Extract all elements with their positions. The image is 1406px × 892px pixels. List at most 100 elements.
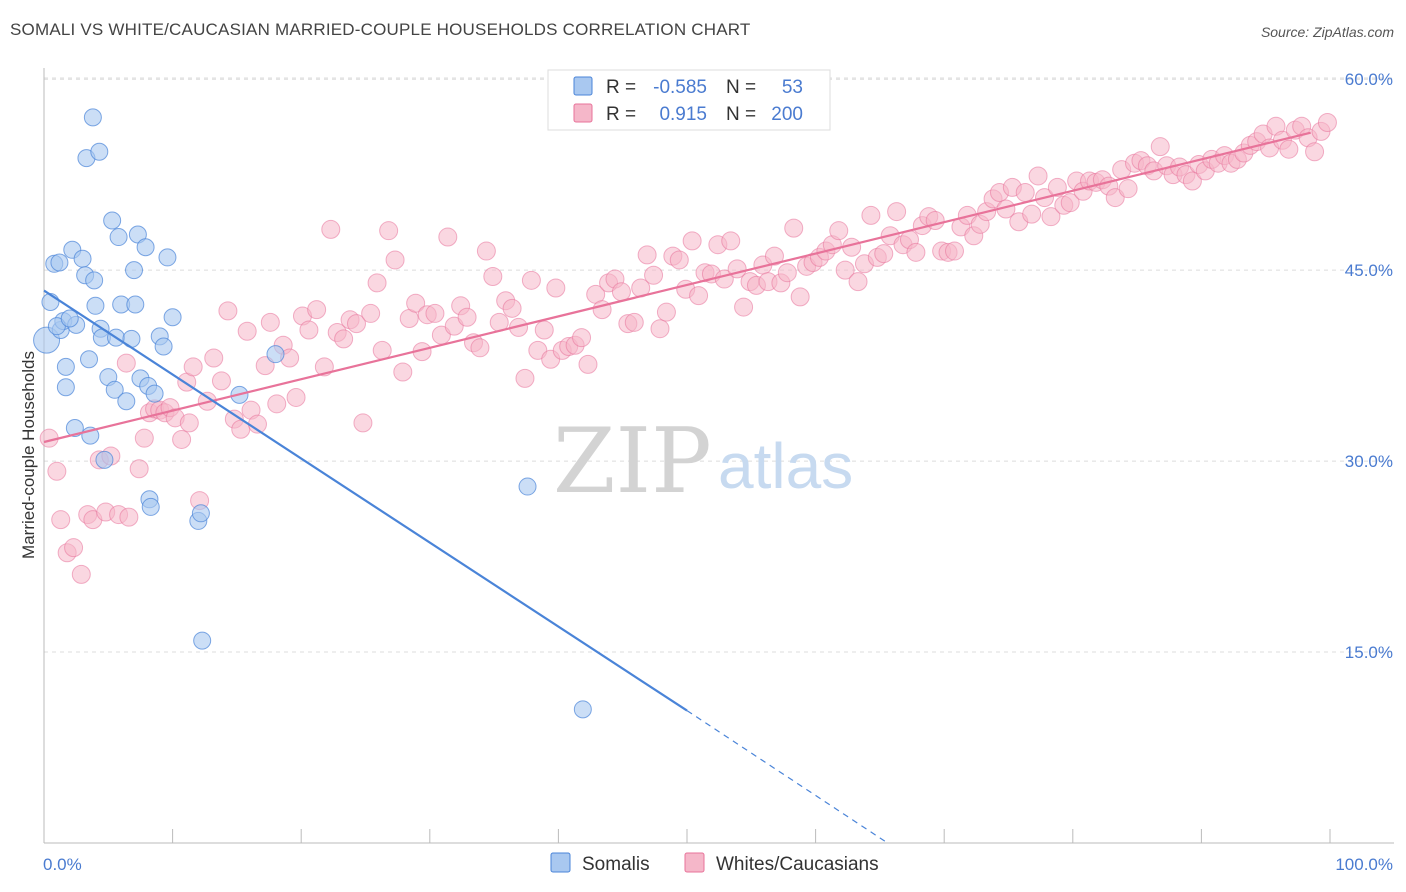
legend-r-value-whites: 0.915 [659,104,707,125]
whites-point [346,314,366,334]
whites-point [835,260,855,280]
somalis-point [65,419,84,438]
whites-point [1060,193,1080,213]
whites-point [267,394,287,414]
somalis-point [117,392,136,411]
somalis-point [60,309,79,328]
bottom-legend-label-somalis: Somalis [582,854,650,875]
whites-point [361,303,381,323]
legend-r-label-whites: R = [606,104,636,125]
whites-point [119,507,139,527]
legend-r-label-somalis: R = [606,77,636,98]
somalis-point [73,249,92,268]
whites-point [438,227,458,247]
whites-point [650,319,670,339]
whites-point [887,202,907,222]
whites-trend-line [43,131,1311,444]
whites-point [611,282,631,302]
somalis-point [80,350,99,369]
whites-point [790,287,810,307]
watermark-atlas: atlas [718,430,853,502]
whites-point [299,320,319,340]
whites-point [211,371,231,391]
legend-n-label-whites: N = [726,104,756,125]
whites-point [1317,112,1337,132]
y-tick-labels: 15.0% 30.0% 45.0% 60.0% [1345,70,1393,662]
whites-point [682,231,702,251]
whites-point [1279,139,1299,159]
whites-point [656,302,676,322]
watermark: ZIP atlas [553,409,853,514]
whites-point [172,429,192,449]
legend-swatch-whites [573,103,593,123]
legend-n-label-somalis: N = [726,77,756,98]
whites-point [637,245,657,265]
x-tick-label-0: 0.0% [43,855,82,874]
legend-swatch-somalis [573,76,593,96]
whites-point [134,428,154,448]
somalis-trend-extension [686,710,888,844]
chart-title: SOMALI VS WHITE/CAUCASIAN MARRIED-COUPLE… [10,20,751,39]
whites-point [116,353,136,373]
bottom-legend: Somalis Whites/Caucasians [550,852,879,875]
whites-point [393,362,413,382]
whites-point [944,241,964,261]
whites-point [483,267,503,287]
whites-point [204,348,224,368]
somalis-point [90,142,109,161]
whites-point [1028,166,1048,186]
somalis-point [83,108,102,127]
whites-point [515,368,535,388]
somalis-point [109,228,128,247]
somalis-point [105,380,124,399]
top-legend-box [547,69,831,131]
whites-point [406,293,426,313]
legend-n-value-somalis: 53 [782,77,803,98]
x-tick-label-100: 100.0% [1335,855,1393,874]
whites-point [425,303,445,323]
whites-point [1047,177,1067,197]
whites-point [502,298,522,318]
somalis-point [50,253,69,272]
source-credit: Source: ZipAtlas.com [1260,24,1394,40]
whites-point [1305,142,1325,162]
bottom-legend-swatch-whites [684,852,705,873]
whites-point [353,413,373,433]
whites-point [848,272,868,292]
somalis-point [56,357,75,376]
whites-point [286,387,306,407]
whites-point [237,321,257,341]
whites-point [624,312,644,332]
whites-point [689,286,709,306]
axes [43,68,1394,844]
trend-lines [43,131,1311,844]
somalis-point [145,384,164,403]
whites-point [1022,204,1042,224]
whites-point [457,307,477,327]
y-tick-label-15: 15.0% [1345,643,1393,662]
whites-point [721,231,741,251]
x-tick-labels: 0.0% 100.0% [43,855,1393,874]
somalis-point [141,497,160,516]
whites-point [372,340,392,360]
bottom-legend-swatch-somalis [550,852,571,873]
whites-point [777,263,797,283]
somalis-point [86,296,105,315]
whites-point [644,265,664,285]
whites-point [1182,171,1202,191]
somalis-point [126,295,145,314]
somalis-point [85,271,104,290]
whites-point [321,219,341,239]
top-legend: R = -0.585 N = 53 R = 0.915 N = 200 [547,69,831,131]
somalis-point [136,238,155,257]
whites-point [521,270,541,290]
whites-point [669,250,689,270]
whites-point [367,273,387,293]
legend-n-value-whites: 200 [771,104,803,125]
whites-point [874,244,894,264]
whites-point [1150,137,1170,157]
whites-point [734,297,754,317]
somalis-point [518,477,537,496]
y-axis-label: Married-couple Households [19,351,38,559]
